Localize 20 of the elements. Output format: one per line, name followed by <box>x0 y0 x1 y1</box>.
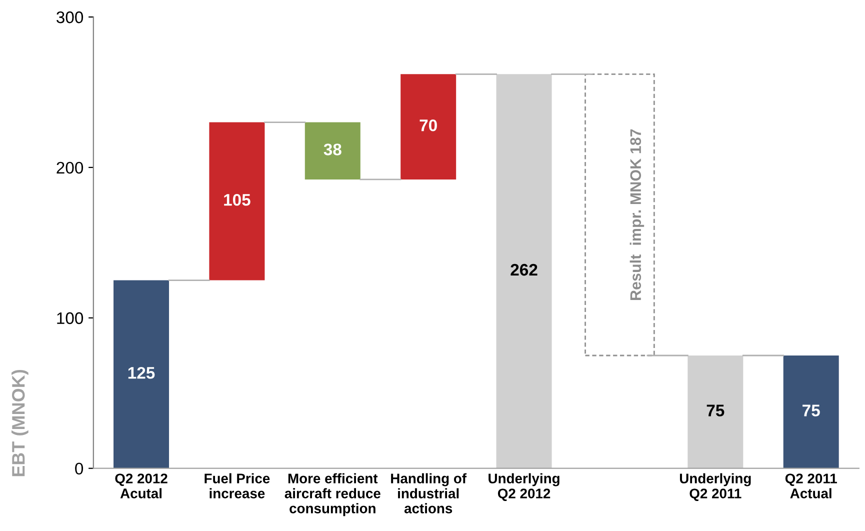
data-label: Result impr. MNOK 187 <box>630 129 644 300</box>
x-tick-label: Q2 2011 Actual <box>785 474 837 498</box>
data-label: 125 <box>128 366 155 379</box>
y-tick-label: 300 <box>56 11 84 24</box>
y-axis-title: EBT (MNOK) <box>12 370 28 476</box>
y-tick-label: 200 <box>56 162 84 174</box>
x-tick-label: Handling of industrial actions <box>391 473 467 514</box>
data-label: 75 <box>802 404 820 416</box>
x-tick-label: More efficient aircraft reduce consumption <box>284 473 380 516</box>
x-tick-label: Underlying Q2 2011 <box>680 473 751 502</box>
x-tick-label: Underlying Q2 2012 <box>488 473 560 502</box>
data-label: 38 <box>324 144 342 156</box>
x-tick-label: Q2 2012 Acutal <box>115 474 168 498</box>
y-tick-label: 100 <box>57 312 84 324</box>
y-tick-label: 0 <box>75 462 84 475</box>
data-label: 105 <box>224 194 250 206</box>
x-tick-label: Fuel Price increase <box>204 473 270 498</box>
data-label: 262 <box>510 264 538 276</box>
data-label: 70 <box>420 119 437 132</box>
data-label: 75 <box>706 404 724 416</box>
